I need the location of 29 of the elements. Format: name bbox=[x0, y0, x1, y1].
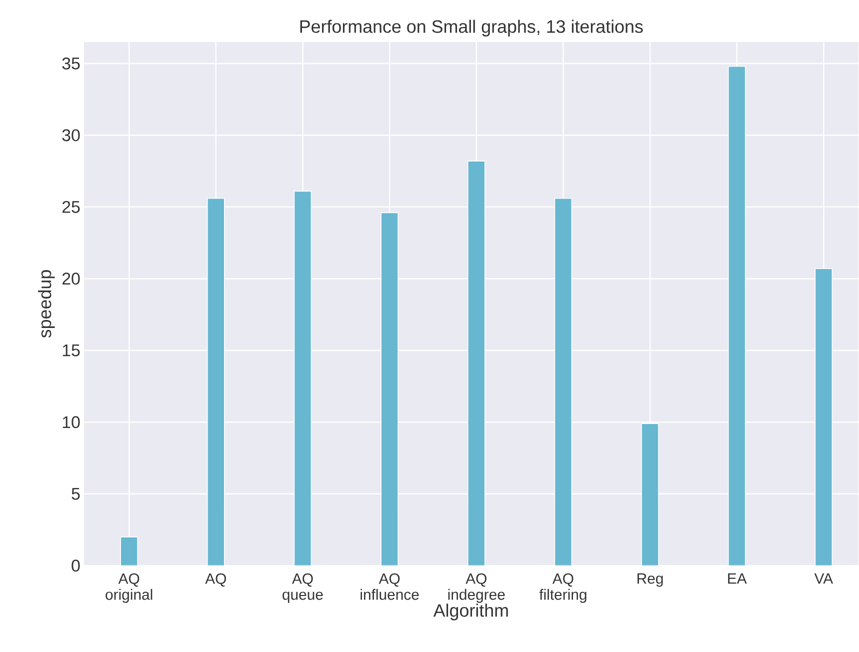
y-tick-label: 0 bbox=[72, 560, 80, 572]
y-tick-label: 20 bbox=[62, 272, 80, 285]
bar bbox=[207, 198, 225, 566]
x-tick-label: AQ influence bbox=[360, 574, 419, 600]
bar bbox=[120, 536, 138, 566]
y-tick-label: 30 bbox=[62, 129, 80, 142]
chart-title: Performance on Small graphs, 13 iterations bbox=[300, 20, 643, 37]
bar bbox=[641, 423, 659, 566]
x-tick-label: AQ filtering bbox=[539, 574, 586, 604]
x-tick-label: AQ bbox=[205, 574, 226, 587]
y-tick-label: 10 bbox=[62, 416, 80, 428]
x-tick-label: AQ queue bbox=[282, 574, 323, 604]
bar bbox=[380, 212, 398, 566]
bar bbox=[728, 66, 746, 566]
y-tick-label: 35 bbox=[62, 58, 80, 70]
bar bbox=[467, 160, 486, 566]
x-tick-label: AQ original bbox=[106, 574, 152, 604]
y-tick-label: 25 bbox=[62, 201, 80, 214]
y-axis-title: speedup bbox=[38, 270, 55, 338]
x-tick-label: AQ indegree bbox=[448, 574, 505, 604]
x-tick-label: EA bbox=[728, 574, 747, 584]
x-tick-label: Reg bbox=[638, 574, 663, 587]
y-tick-label: 5 bbox=[72, 488, 80, 500]
x-axis-title: Algorithm bbox=[433, 604, 508, 621]
bar bbox=[814, 268, 833, 566]
y-tick-label: 15 bbox=[62, 344, 80, 357]
bar bbox=[554, 198, 572, 566]
bar bbox=[294, 190, 312, 566]
x-tick-label: VA bbox=[814, 574, 834, 584]
